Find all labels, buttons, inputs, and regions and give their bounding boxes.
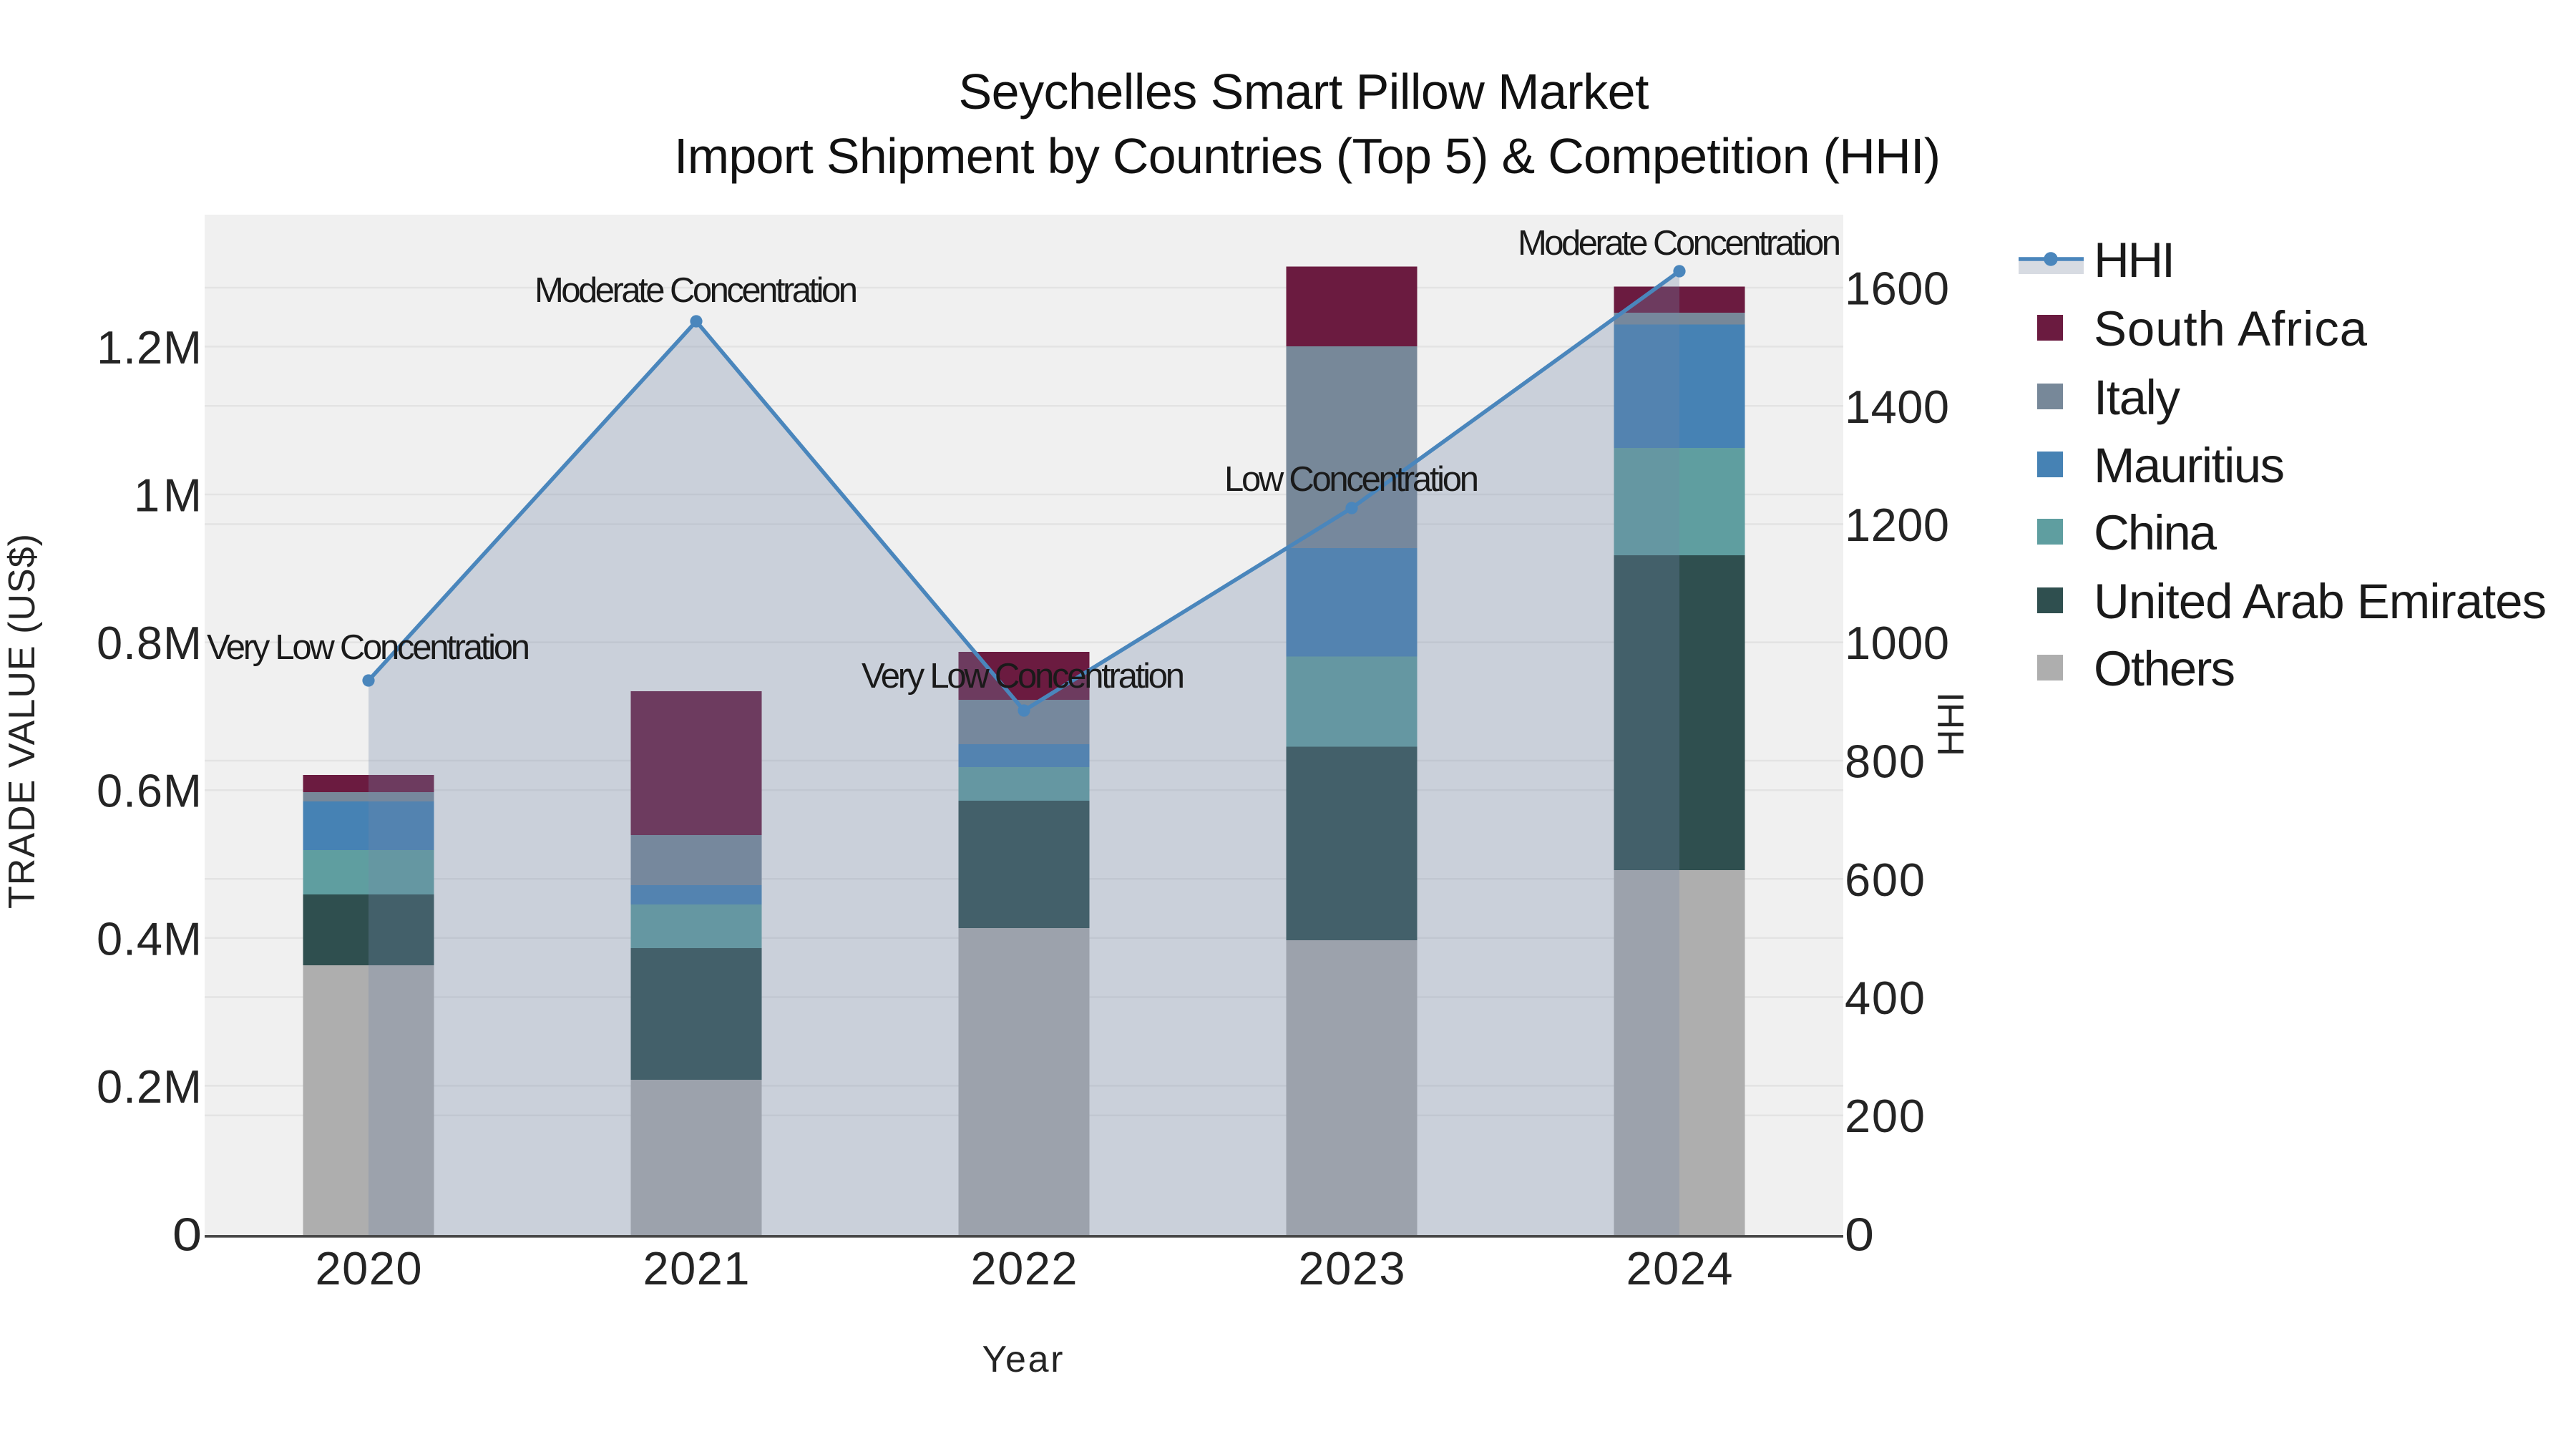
svg-text:0: 0 xyxy=(1845,1209,1874,1261)
svg-text:Low Concentration: Low Concentration xyxy=(1224,460,1479,499)
svg-text:Mauritius: Mauritius xyxy=(2094,438,2285,493)
svg-text:1600: 1600 xyxy=(1845,263,1949,315)
svg-text:600: 600 xyxy=(1845,854,1925,906)
svg-text:1400: 1400 xyxy=(1845,381,1949,433)
svg-text:Import Shipment by Countries (: Import Shipment by Countries (Top 5) & C… xyxy=(674,128,1941,184)
svg-text:0.2M: 0.2M xyxy=(97,1060,202,1113)
svg-text:200: 200 xyxy=(1845,1090,1925,1142)
svg-text:0.6M: 0.6M xyxy=(97,765,202,817)
svg-text:Very Low Concentration: Very Low Concentration xyxy=(207,628,530,667)
svg-text:2023: 2023 xyxy=(1299,1242,1405,1294)
svg-text:2022: 2022 xyxy=(971,1242,1078,1294)
svg-text:South Africa: South Africa xyxy=(2094,301,2368,356)
svg-text:Very Low Concentration: Very Low Concentration xyxy=(862,657,1185,696)
svg-text:HHI: HHI xyxy=(2094,233,2175,288)
svg-text:1.2M: 1.2M xyxy=(97,321,202,374)
svg-text:800: 800 xyxy=(1845,736,1925,788)
svg-text:Year: Year xyxy=(982,1339,1063,1380)
svg-text:1200: 1200 xyxy=(1845,499,1949,551)
svg-text:400: 400 xyxy=(1845,972,1925,1024)
svg-text:China: China xyxy=(2094,505,2218,560)
svg-text:2021: 2021 xyxy=(643,1242,750,1294)
svg-text:Others: Others xyxy=(2094,641,2235,696)
svg-text:2020: 2020 xyxy=(316,1242,422,1294)
svg-text:1M: 1M xyxy=(134,469,202,522)
svg-text:0.8M: 0.8M xyxy=(97,617,202,669)
svg-text:0.4M: 0.4M xyxy=(97,912,202,965)
svg-text:0: 0 xyxy=(172,1209,202,1261)
svg-text:Seychelles Smart Pillow Market: Seychelles Smart Pillow Market xyxy=(959,64,1649,119)
svg-text:Italy: Italy xyxy=(2094,370,2181,425)
svg-text:2024: 2024 xyxy=(1626,1242,1733,1294)
svg-text:Moderate Concentration: Moderate Concentration xyxy=(535,271,858,310)
svg-text:Moderate Concentration: Moderate Concentration xyxy=(1518,224,1841,263)
svg-text:United Arab Emirates: United Arab Emirates xyxy=(2094,574,2547,629)
svg-text:TRADE VALUE (US$): TRADE VALUE (US$) xyxy=(1,534,43,909)
svg-text:HHI: HHI xyxy=(1931,692,1972,756)
svg-text:1000: 1000 xyxy=(1845,617,1949,669)
